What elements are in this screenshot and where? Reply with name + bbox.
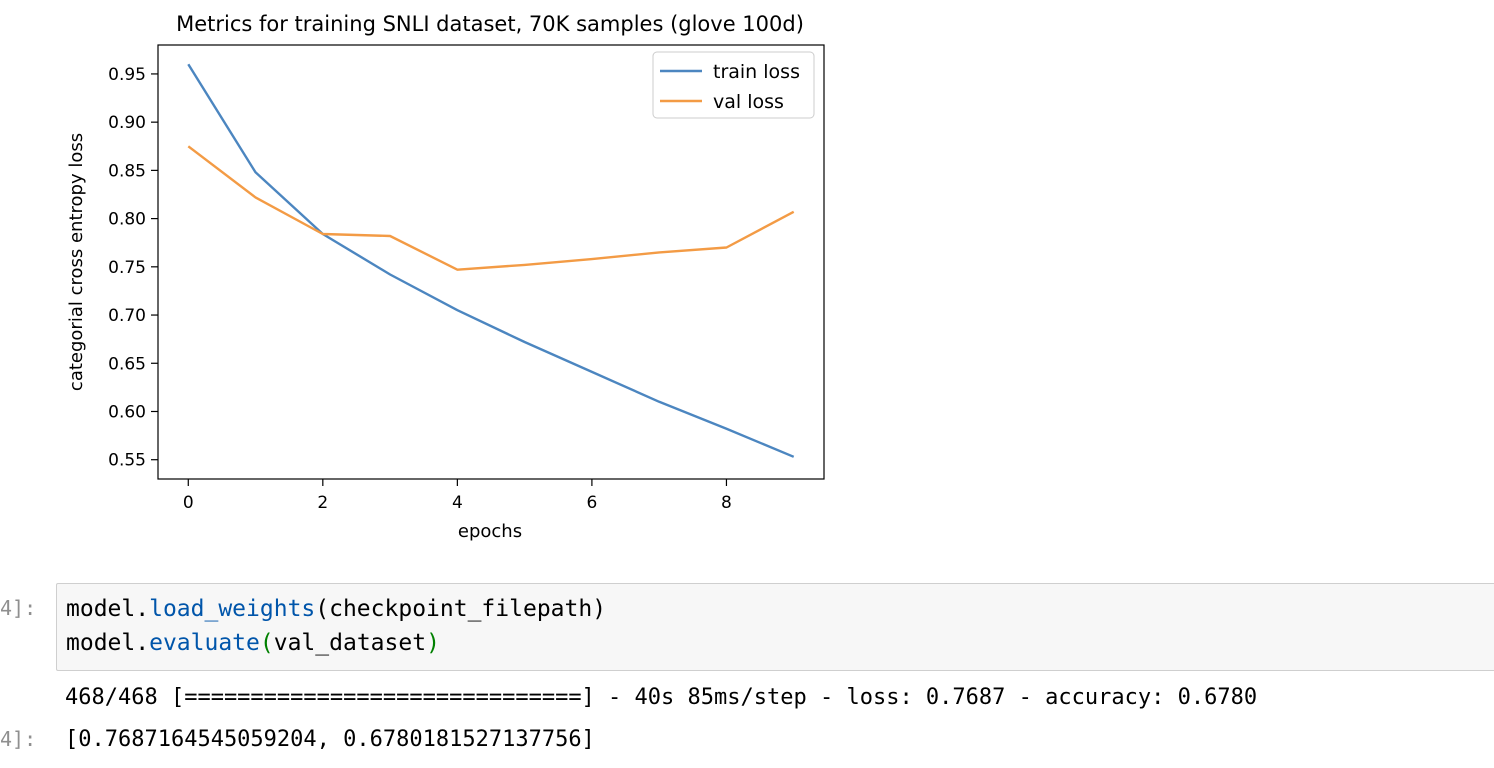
code-line-load-weights[interactable]: model.load_weights(checkpoint_filepath): [66, 596, 606, 622]
x-tick-label: 0: [183, 493, 194, 513]
code-token-function: load_weights: [149, 596, 316, 622]
x-tick-label: 8: [721, 493, 732, 513]
loss-chart: Metrics for training SNLI dataset, 70K s…: [66, 12, 825, 542]
input-prompt: 4]:: [0, 596, 37, 620]
code-token-function: evaluate: [149, 630, 260, 656]
code-token-paren: (: [259, 630, 274, 656]
y-tick-label: 0.85: [108, 161, 146, 181]
output-prompt: 4]:: [0, 727, 37, 751]
series-line-train-loss: [187, 63, 795, 458]
x-tick-label: 2: [317, 493, 328, 513]
legend-label-val-loss: val loss: [713, 91, 784, 113]
y-tick-label: 0.55: [108, 451, 146, 471]
series-line-val-loss: [187, 145, 795, 271]
x-axis-label: epochs: [458, 521, 522, 542]
axis-ticks: 0.55 0.60 0.65 0.70 0.75 0.80 0.85 0.90 0.95 0 2 4 6…: [108, 65, 732, 513]
y-tick-label: 0.70: [108, 306, 146, 326]
chart-title: Metrics for training SNLI dataset, 70K s…: [176, 12, 804, 36]
code-line-evaluate[interactable]: model.evaluate(val_dataset): [66, 630, 440, 656]
series-lines: [187, 63, 795, 458]
cell-result: [0.7687164545059204, 0.6780181527137756]: [65, 727, 595, 752]
y-tick-label: 0.80: [108, 210, 146, 230]
y-tick-label: 0.90: [108, 113, 146, 133]
code-token: model.: [66, 630, 150, 656]
code-token: model.: [66, 596, 150, 622]
cell-stdout: 468/468 [==============================]…: [65, 685, 1258, 710]
y-tick-label: 0.95: [108, 65, 146, 85]
y-axis-label: categorial cross entropy loss: [66, 133, 87, 391]
code-token: (checkpoint_filepath): [315, 596, 607, 622]
x-tick-label: 4: [452, 493, 463, 513]
code-input-cell[interactable]: model.load_weights(checkpoint_filepath) …: [56, 583, 1494, 671]
code-token-paren: ): [426, 630, 440, 656]
plot-frame: [157, 44, 825, 480]
chart-legend: train loss val loss: [652, 51, 815, 119]
x-tick-label: 6: [586, 493, 597, 513]
legend-label-train-loss: train loss: [713, 61, 800, 83]
y-tick-label: 0.60: [108, 402, 146, 422]
code-token: val_dataset: [273, 630, 427, 656]
y-tick-label: 0.65: [108, 354, 146, 374]
y-tick-label: 0.75: [108, 258, 146, 278]
